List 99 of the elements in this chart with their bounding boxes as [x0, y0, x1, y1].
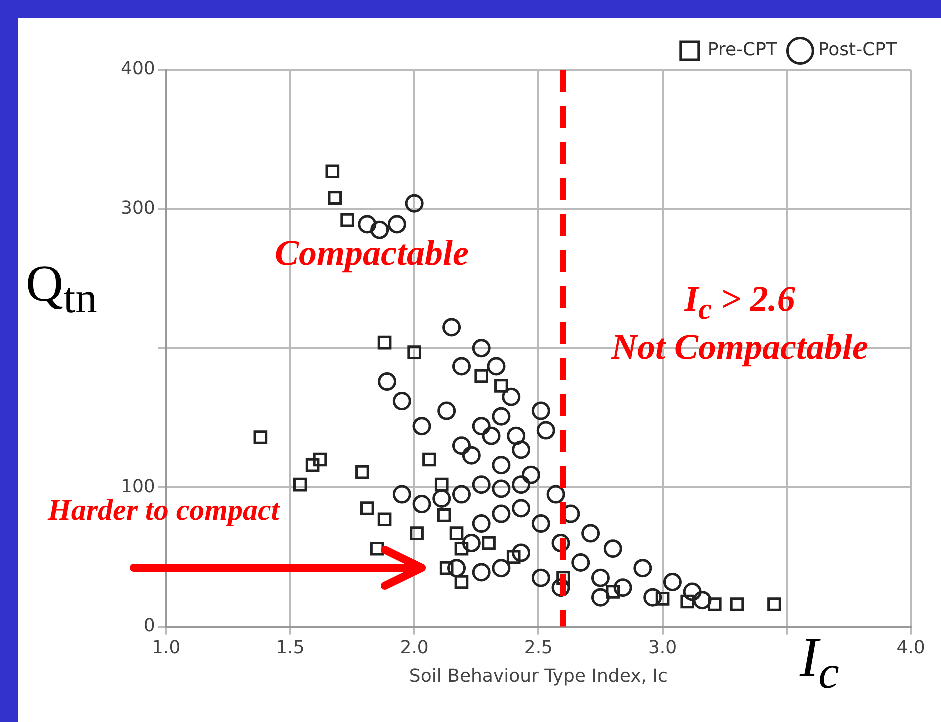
- point: [454, 542, 469, 556]
- point: [293, 478, 308, 492]
- annotation: I$_{c}$ > 2.6: [683, 278, 796, 328]
- point: [604, 540, 622, 558]
- x-axis-title: Soil Behaviour Type Index, Ic: [409, 666, 668, 687]
- point: [472, 339, 491, 358]
- point: [328, 191, 342, 205]
- x-tick-label: 1.5: [276, 637, 305, 658]
- point: [412, 495, 432, 514]
- point: [405, 194, 424, 213]
- x-tick-label: 2.0: [400, 637, 429, 658]
- x-tick-label: 2.5: [524, 637, 553, 658]
- point: [434, 478, 449, 492]
- y-tick-label: 0: [144, 615, 156, 636]
- point: [410, 526, 424, 540]
- point: [462, 534, 481, 553]
- point: [494, 379, 508, 393]
- point: [614, 578, 632, 598]
- point: [440, 561, 454, 576]
- point: [591, 588, 610, 607]
- point: [370, 220, 390, 240]
- point: [326, 164, 340, 179]
- point: [680, 594, 695, 609]
- point: [492, 504, 511, 524]
- point: [472, 514, 491, 534]
- point: [392, 485, 412, 504]
- y-tick-label: 400: [120, 58, 156, 80]
- point: [606, 585, 620, 599]
- point: [452, 436, 471, 456]
- legend-label: Post-CPT: [818, 40, 898, 61]
- point: [306, 458, 320, 472]
- point: [634, 559, 652, 578]
- point: [472, 417, 491, 436]
- point: [663, 573, 682, 592]
- point: [683, 582, 702, 602]
- point: [656, 592, 670, 606]
- point: [730, 598, 744, 612]
- legend-label: Pre-CPT: [708, 40, 778, 61]
- point: [492, 456, 511, 475]
- point: [472, 476, 491, 494]
- point: [438, 402, 456, 420]
- point: [644, 588, 662, 607]
- point: [454, 575, 469, 590]
- point: [422, 452, 436, 467]
- point: [487, 357, 506, 376]
- point: [693, 591, 712, 610]
- point: [582, 524, 600, 543]
- point: [356, 465, 370, 480]
- point: [492, 480, 511, 498]
- point: [532, 568, 550, 588]
- point: [512, 476, 531, 494]
- point: [492, 559, 511, 578]
- text: I$_{c}$: [800, 626, 840, 702]
- point: [506, 550, 521, 564]
- point: [452, 485, 471, 504]
- point: [512, 499, 531, 518]
- point: [254, 430, 268, 444]
- point: [448, 559, 466, 578]
- point: [536, 421, 556, 440]
- x-tick-label: 3.0: [648, 637, 678, 658]
- x-tick-label: 4.0: [896, 637, 926, 658]
- point: [313, 452, 328, 467]
- point: [572, 554, 590, 572]
- point: [340, 213, 354, 228]
- point: [502, 388, 521, 406]
- point: [388, 215, 406, 234]
- point: [412, 417, 432, 436]
- y-tick-label: 300: [120, 198, 156, 219]
- point: [512, 544, 531, 562]
- point: [532, 514, 550, 534]
- point: [450, 526, 464, 540]
- point: [378, 336, 392, 350]
- point: [482, 536, 496, 550]
- x-tick-label: 1.0: [152, 637, 181, 658]
- point: [472, 563, 491, 582]
- point: [452, 357, 471, 376]
- point: [492, 407, 511, 426]
- point: [360, 502, 374, 516]
- point: [768, 598, 782, 612]
- point: [507, 426, 526, 446]
- point: [474, 369, 488, 384]
- annotation: Not Compactable: [610, 326, 870, 369]
- point: [522, 466, 540, 484]
- point: [482, 426, 501, 446]
- point: [358, 215, 377, 234]
- point: [546, 485, 566, 504]
- point: [462, 446, 481, 465]
- y-axis-title: Q$_{tn}$: [22, 255, 102, 324]
- point: [512, 440, 531, 460]
- point: [442, 318, 462, 337]
- point: [378, 512, 392, 527]
- point: [392, 392, 412, 411]
- point: [437, 508, 452, 522]
- point: [708, 598, 722, 612]
- point: [591, 568, 610, 588]
- annotation: Compactable: [274, 232, 470, 275]
- point: [378, 372, 397, 392]
- point: [408, 346, 422, 360]
- point: [532, 402, 550, 420]
